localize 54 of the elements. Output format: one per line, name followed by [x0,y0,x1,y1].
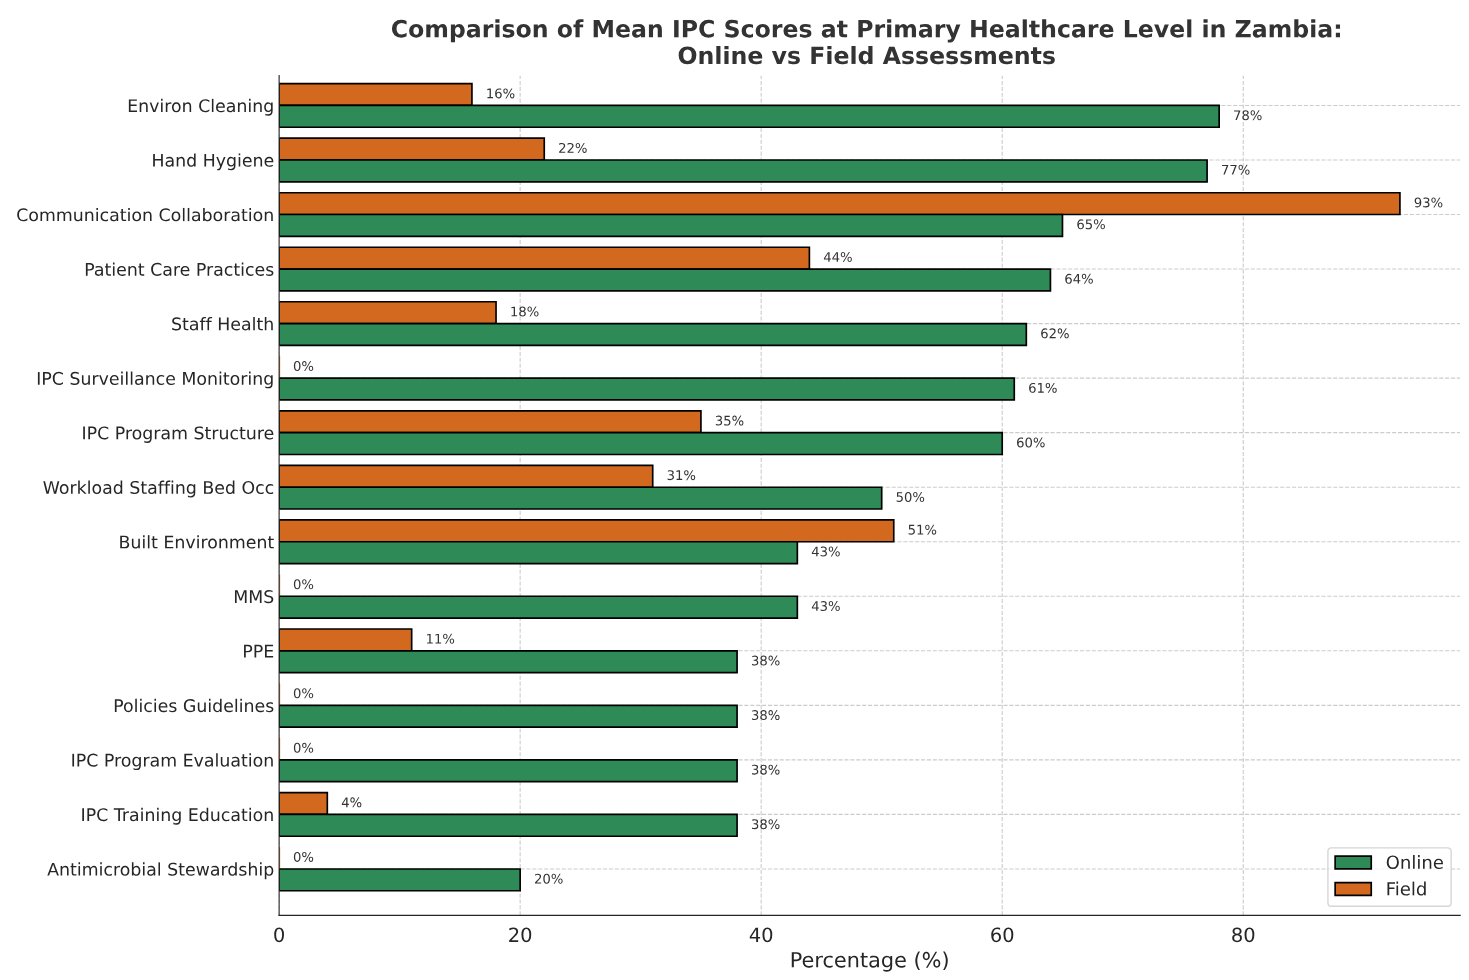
data-label: 4% [341,797,362,808]
y-tick-label: Antimicrobial Stewardship [47,862,274,880]
legend-label: Online [1386,855,1443,870]
data-label: 16% [487,88,515,99]
data-label: 78% [1234,110,1262,121]
data-label: 50% [896,491,925,502]
x-tick-label: 20 [509,927,532,943]
data-label: 43% [811,546,840,557]
data-label: 31% [667,470,696,481]
data-label: 38% [751,710,780,721]
x-tick-label: 80 [1232,927,1255,943]
data-label: 43% [811,601,840,612]
y-tick-label: IPC Program Evaluation [72,753,273,771]
y-tick-label: IPC Program Structure [83,426,274,443]
data-label: 60% [1017,437,1045,448]
x-axis-title: Percentage (%) [791,951,948,972]
data-label: 18% [511,306,539,317]
data-label: 64% [1065,273,1093,284]
y-tick-label: Communication Collaboration [17,207,273,222]
y-tick-label: PPE [244,644,274,658]
x-tick-label: 0 [274,927,284,943]
data-label: 65% [1077,219,1105,230]
data-label: 0% [293,851,314,862]
x-tick-label: 60 [991,927,1014,943]
data-label: 35% [715,415,744,426]
data-label: 62% [1041,328,1069,339]
data-label: 77% [1222,164,1250,175]
data-label: 38% [751,819,780,830]
y-tick-label: Hand Hygiene [153,153,274,171]
data-label: 20% [535,873,563,884]
y-tick-label: MMS [234,589,274,604]
legend-label: Field [1387,881,1426,896]
data-label: 38% [751,655,780,666]
y-tick-label: Environ Cleaning [128,98,273,116]
data-label: 0% [293,688,314,699]
data-label: 0% [293,579,314,590]
data-label: 93% [1414,197,1443,208]
data-label: 22% [559,142,587,153]
data-label: 11% [427,633,455,644]
data-label: 44% [823,252,852,262]
data-label: 51% [908,524,937,535]
data-label: 38% [751,764,780,775]
y-tick-label: Patient Care Practices [85,262,274,276]
y-tick-label: Built Environment [120,535,274,549]
data-label: 0% [293,742,314,753]
chart-title: Comparison of Mean IPC Scores at Primary Healthcare Level in Zambia: Online vs Field Assessments [391,19,1341,65]
y-tick-label: Workload Staffing Bed Occ [43,480,274,498]
y-tick-label: Policies Guidelines [114,698,274,713]
x-tick-label: 40 [749,927,773,943]
y-tick-label: IPC Training Education [82,807,273,825]
y-tick-label: IPC Surveillance Monitoring [37,371,273,389]
data-label: 0% [293,361,314,372]
data-label: 61% [1029,382,1057,393]
y-tick-label: Staff Health [172,317,273,331]
